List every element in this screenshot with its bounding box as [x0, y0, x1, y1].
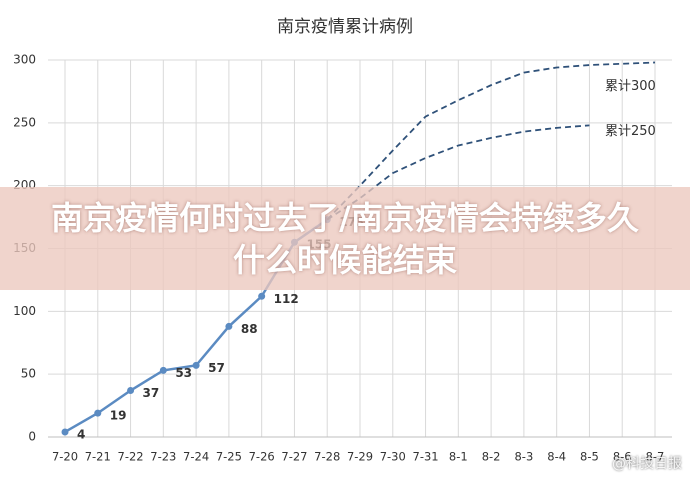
x-tick-label: 7-27	[281, 450, 307, 464]
point	[192, 361, 200, 369]
watermark: @科技日报	[612, 456, 682, 472]
point	[94, 409, 102, 417]
data-label: 19	[110, 409, 127, 423]
x-tick-label: 7-25	[216, 450, 242, 464]
x-tick-label: 8-2	[482, 450, 501, 464]
series-label: 累计250	[605, 124, 656, 139]
data-label: 88	[241, 322, 258, 336]
chart-title: 南京疫情累计病例	[277, 17, 413, 37]
series-label: 累计300	[605, 79, 656, 94]
y-tick-label: 50	[21, 367, 36, 381]
x-tick-label: 7-26	[249, 450, 275, 464]
point	[159, 366, 167, 374]
point	[127, 387, 135, 395]
series-line	[326, 61, 656, 221]
x-tick-label: 7-24	[183, 450, 209, 464]
x-tick-label: 7-22	[118, 450, 144, 464]
point	[61, 428, 69, 436]
x-tick-label: 8-5	[580, 450, 599, 464]
banner: 南京疫情何时过去了/南京疫情会持续多久什么时候能结束	[0, 187, 690, 290]
data-label: 37	[143, 386, 160, 400]
x-tick-label: 8-6	[613, 450, 632, 464]
point	[225, 322, 233, 330]
point	[258, 292, 266, 300]
x-tick-label: 7-20	[52, 450, 78, 464]
y-tick-label: 100	[13, 304, 36, 318]
x-tick-label: 8-7	[646, 450, 665, 464]
x-tick-label: 7-31	[413, 450, 439, 464]
x-tick-label: 7-30	[380, 450, 406, 464]
data-label: 4	[77, 427, 85, 441]
banner-text: 南京疫情何时过去了/南京疫情会持续多久什么时候能结束	[51, 198, 639, 279]
x-tick-label: 7-21	[85, 450, 111, 464]
x-tick-label: 7-28	[314, 450, 340, 464]
data-label: 57	[208, 361, 225, 375]
data-label: 53	[175, 366, 192, 380]
y-tick-label: 250	[13, 115, 36, 129]
y-tick-label: 0	[28, 430, 36, 444]
y-tick-label: 300	[13, 53, 36, 67]
x-tick-label: 8-3	[514, 450, 533, 464]
x-tick-label: 7-23	[150, 450, 176, 464]
x-tick-label: 7-29	[347, 450, 373, 464]
x-tick-label: 8-1	[449, 450, 468, 464]
x-tick-label: 8-4	[547, 450, 566, 464]
data-label: 112	[274, 292, 299, 306]
